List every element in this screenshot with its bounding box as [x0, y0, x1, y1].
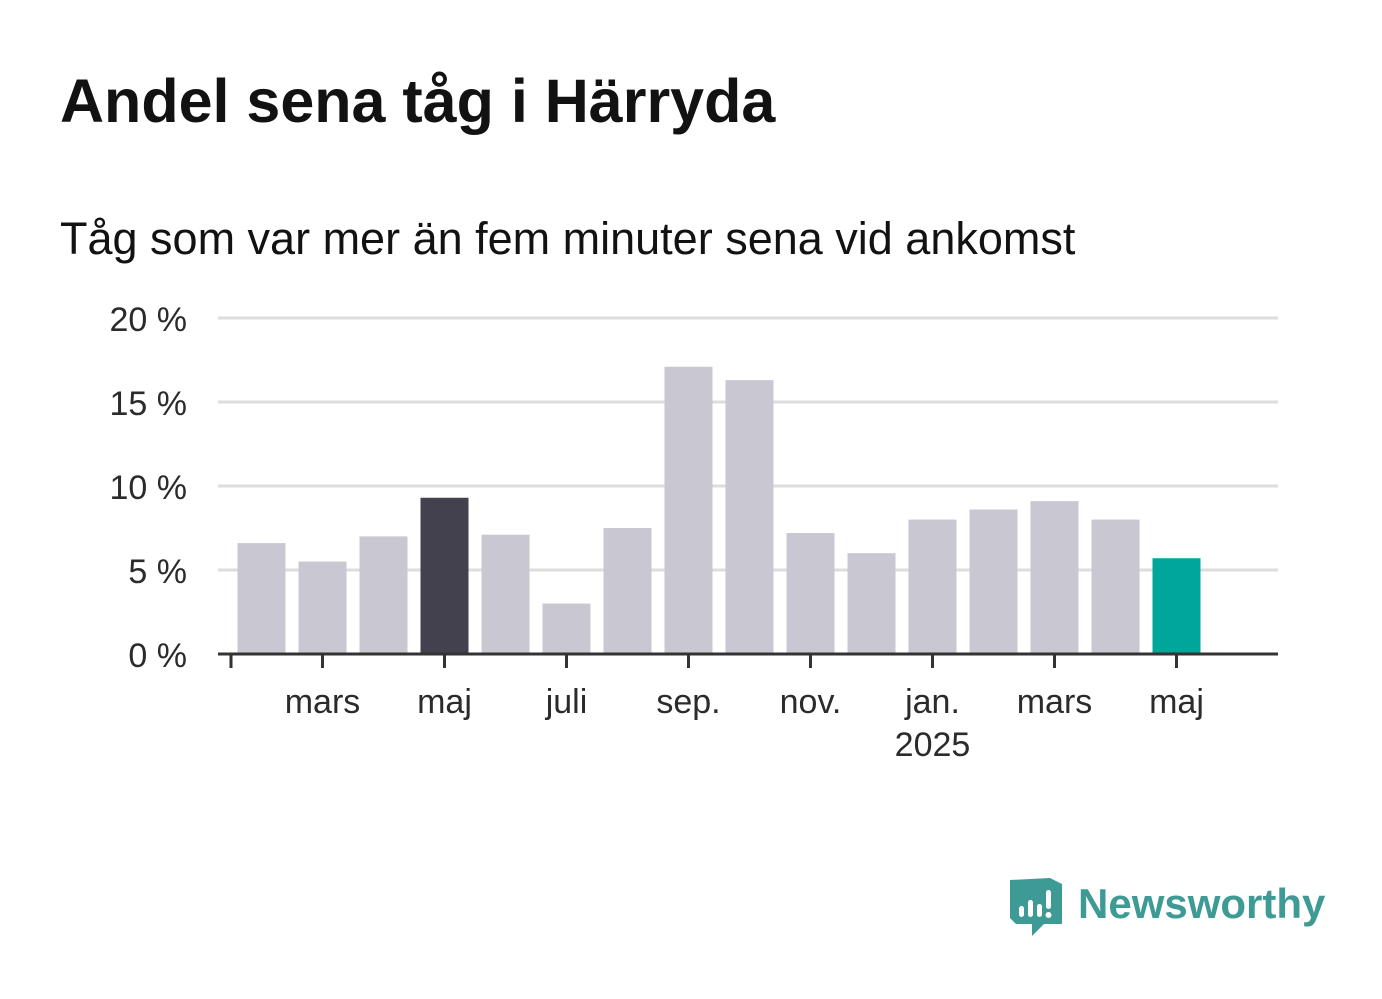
- bar-2024-09: [664, 366, 713, 654]
- x-tick-label: sep.: [656, 683, 720, 721]
- x-axis-ticks: mars maj juli sep. nov. jan. 2025 mars maj: [229, 654, 1204, 764]
- y-axis-labels: 0 % 5 % 10 % 15 % 20 %: [110, 301, 188, 675]
- brand-name: Newsworthy: [1078, 880, 1326, 927]
- y-tick-label: 5 %: [128, 553, 187, 591]
- x-tick-label: maj: [417, 683, 472, 721]
- bar-2025-05: [1152, 558, 1201, 654]
- chart-title: Andel sena tåg i Härryda: [60, 67, 776, 135]
- y-tick-label: 10 %: [110, 469, 188, 507]
- bar-2025-04: [1091, 519, 1140, 654]
- bar-2024-07: [542, 603, 591, 654]
- bar-2024-12: [847, 553, 896, 654]
- bar-2025-02: [969, 509, 1018, 654]
- bar-2024-11: [786, 533, 835, 654]
- x-tick-label: maj: [1149, 683, 1204, 721]
- bar-2024-08: [603, 528, 652, 654]
- bar-2024-04: [359, 536, 408, 654]
- bar-2024-06: [481, 534, 530, 654]
- x-tick-label: jan.: [904, 683, 960, 721]
- bar-2025-03: [1030, 501, 1079, 654]
- x-tick-label: mars: [285, 683, 361, 721]
- newsworthy-logo-icon: [1010, 878, 1062, 936]
- bar-2024-05: [420, 497, 469, 654]
- chart-subtitle: Tåg som var mer än fem minuter sena vid …: [60, 213, 1076, 264]
- brand-logo: Newsworthy: [1010, 878, 1325, 940]
- bar-2024-10: [725, 380, 774, 654]
- bar-2024-03: [298, 561, 347, 654]
- y-tick-label: 20 %: [110, 301, 188, 339]
- x-tick-sublabel: 2025: [895, 726, 971, 764]
- x-tick-label: nov.: [780, 683, 842, 721]
- bars: [237, 366, 1201, 654]
- y-tick-label: 0 %: [128, 637, 187, 675]
- y-tick-label: 15 %: [110, 385, 188, 423]
- x-tick-label: juli: [545, 683, 588, 721]
- bar-2025-01: [908, 519, 957, 654]
- x-tick-label: mars: [1017, 683, 1093, 721]
- bar-2024-02: [237, 543, 286, 654]
